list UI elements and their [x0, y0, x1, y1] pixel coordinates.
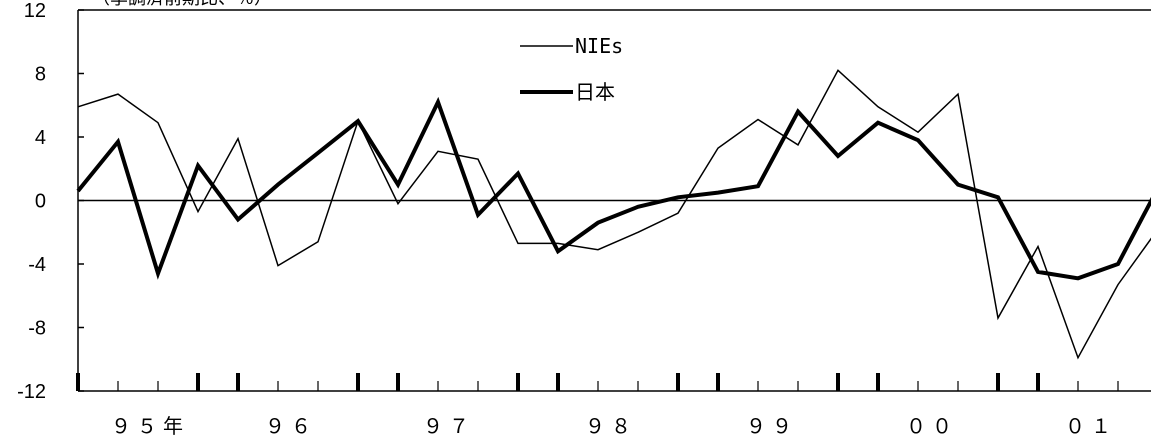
- x-tick-label: ００: [906, 414, 958, 438]
- legend: NIEs 日本: [520, 34, 623, 104]
- x-tick-label: ０１: [1065, 414, 1117, 438]
- y-tick-label: -12: [17, 381, 46, 403]
- series-line-japan: [76, 96, 1151, 281]
- legend-label-nies: NIEs: [575, 34, 623, 58]
- y-tick-label: 0: [35, 191, 46, 213]
- legend-label-japan: 日本: [575, 80, 615, 104]
- x-tick-label: ９７: [423, 414, 475, 438]
- x-tick-label: ９５年: [111, 414, 189, 438]
- x-tick-label: ９６: [265, 414, 317, 438]
- x-tick-label: ９８: [585, 414, 637, 438]
- y-tick-label: -8: [28, 318, 46, 340]
- y-tick-label: 4: [35, 127, 46, 149]
- plot-area: 12 8 4 0 -4 -8 -12 ９５年 ９６ ９７ ９８ ９９ ００ ０１: [17, 0, 1151, 438]
- y-tick-label: 8: [35, 64, 46, 86]
- y-tick-label: 12: [24, 0, 46, 22]
- x-tick-label: ９９: [746, 414, 798, 438]
- y-axis-label: （季調済前期比、％）: [92, 0, 272, 9]
- y-tick-label: -4: [28, 254, 46, 276]
